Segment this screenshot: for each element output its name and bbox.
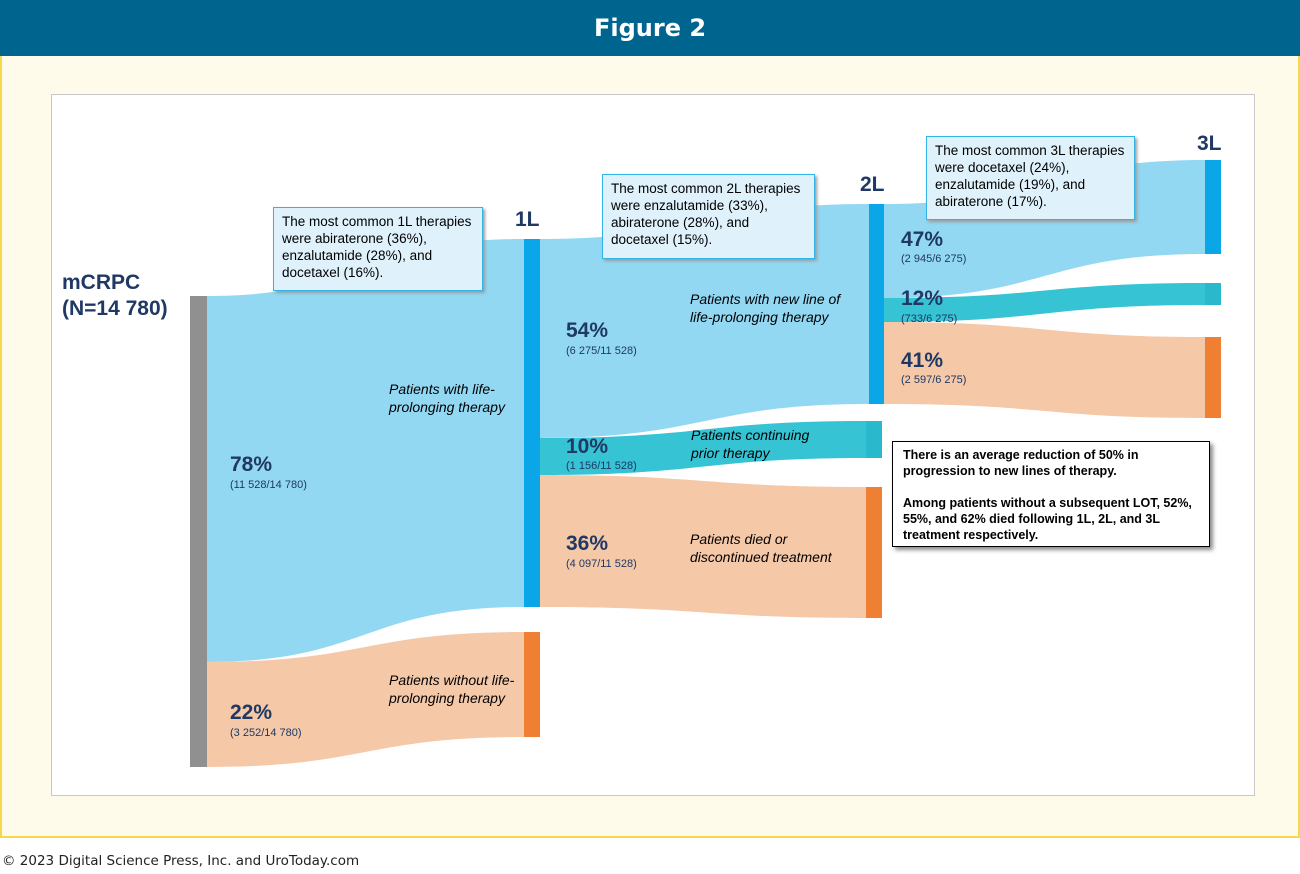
node-1l: [524, 239, 540, 607]
root-n-label: (N=14 780): [62, 297, 168, 320]
node-2l-died: [1205, 337, 1221, 418]
count-root-no-therapy: (3 252/14 780): [230, 727, 302, 739]
node-2l: [869, 204, 884, 404]
pct-2l-continue: 12%: [901, 287, 944, 310]
count-root-to-1l: (11 528/14 780): [230, 479, 307, 491]
pct-1l-continue: 10%: [566, 435, 609, 458]
summary-no-subsequent-lot: Among patients without a subsequent LOT,…: [903, 496, 1192, 542]
flow-2l-died: [884, 322, 1205, 418]
count-1l-continue: (1 156/11 528): [566, 460, 637, 472]
pct-2l-to-3l: 47%: [901, 228, 944, 251]
summary-reduction: There is an average reduction of 50% in …: [903, 448, 1139, 478]
copyright-notice: © 2023 Digital Science Press, Inc. and U…: [2, 853, 360, 869]
count-1l-to-2l: (6 275/11 528): [566, 345, 637, 357]
count-2l-continue: (733/6 275): [901, 313, 958, 325]
column-1l-label: 1L: [515, 208, 540, 231]
desc-root-no-therapy: Patients without life-prolonging therapy: [389, 672, 515, 706]
node-1l-continue: [866, 421, 882, 458]
note-1l-therapies: The most common 1L therapies were abirat…: [273, 207, 483, 291]
node-3l: [1205, 160, 1221, 254]
note-2l-therapies: The most common 2L therapies were enzalu…: [602, 174, 815, 259]
node-mcrpc: [190, 296, 207, 767]
root-node-label: mCRPC (N=14 780): [62, 270, 168, 322]
note-3l-therapies: The most common 3L therapies were doceta…: [926, 136, 1135, 220]
figure-header: Figure 2: [0, 0, 1300, 56]
desc-1l-died: Patients died or discontinued treatment: [690, 531, 832, 565]
node-1l-died: [866, 487, 882, 618]
count-2l-died: (2 597/6 275): [901, 374, 967, 386]
summary-box: There is an average reduction of 50% in …: [892, 441, 1210, 547]
count-2l-to-3l: (2 945/6 275): [901, 253, 967, 265]
figure-title: Figure 2: [593, 14, 707, 42]
flow-root-to-1l: [207, 239, 524, 662]
pct-1l-died: 36%: [566, 532, 609, 555]
pct-1l-to-2l: 54%: [566, 319, 609, 342]
pct-root-no-therapy: 22%: [230, 701, 273, 724]
node-no-therapy: [524, 632, 540, 737]
flow-1l-died: [540, 475, 866, 618]
flow-1l-to-2l: [540, 204, 869, 438]
column-3l-label: 3L: [1197, 132, 1222, 155]
count-1l-died: (4 097/11 528): [566, 558, 637, 570]
node-2l-continue: [1205, 283, 1221, 305]
desc-1l-to-2l: Patients with new line of life-prolongin…: [690, 291, 841, 325]
desc-root-to-1l: Patients with life-prolonging therapy: [389, 381, 505, 415]
desc-1l-continue: Patients continuing prior therapy: [691, 427, 810, 461]
flow-2l-continue: [884, 283, 1205, 322]
pct-root-to-1l: 78%: [230, 453, 273, 476]
root-label: mCRPC: [62, 271, 141, 294]
pct-2l-died: 41%: [901, 349, 944, 372]
flow-1l-continue: [540, 421, 866, 475]
column-2l-label: 2L: [860, 173, 885, 196]
flow-root-no-therapy: [207, 632, 524, 767]
